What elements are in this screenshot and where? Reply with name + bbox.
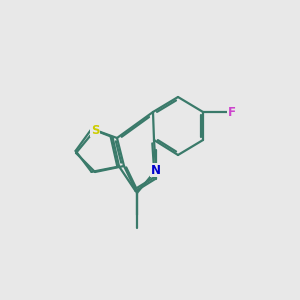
- Text: N: N: [151, 164, 161, 176]
- Text: S: S: [91, 124, 99, 136]
- Text: F: F: [228, 106, 236, 118]
